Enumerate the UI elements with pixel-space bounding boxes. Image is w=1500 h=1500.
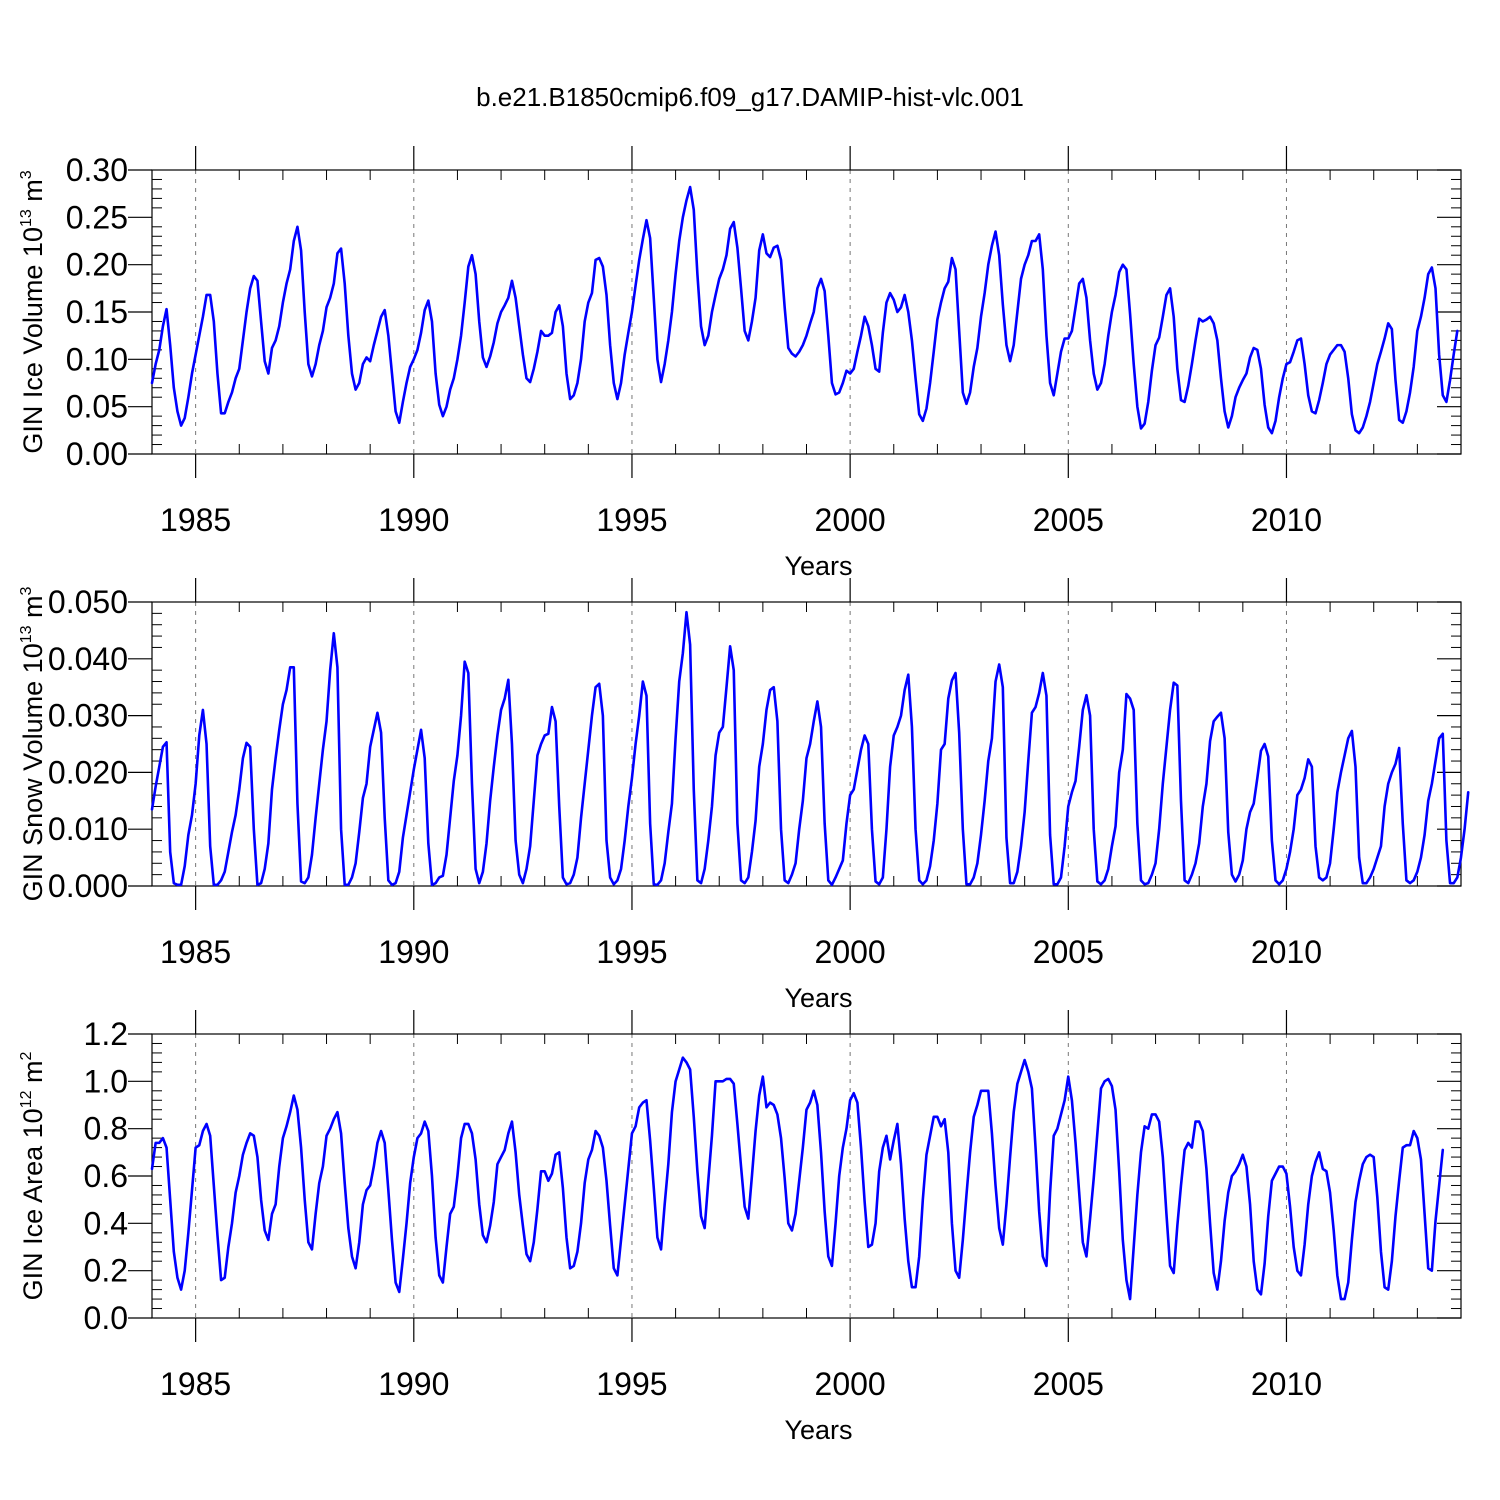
y-tick-label: 0.2 (84, 1253, 128, 1289)
y-axis-label-exponent: 13 (18, 625, 35, 643)
y-tick-label: 0.030 (48, 698, 128, 734)
panel-ice-volume: 0.00 0.05 0.10 0.15 0.20 0.25 0.30 1985 1990 1995… (18, 146, 1462, 581)
x-tick-label: 2005 (1033, 1366, 1104, 1402)
y-axis-label-unit-exponent: 3 (18, 586, 35, 595)
y-axis-label: GIN Ice Area 1012 m2 (18, 1052, 48, 1301)
y-axis-label-exponent: 12 (18, 1090, 35, 1108)
x-tick-label: 2000 (815, 1366, 886, 1402)
y-tick-label: 0.15 (66, 294, 128, 330)
x-tick-label: 1990 (378, 1366, 449, 1402)
x-tick-label: 1985 (160, 934, 231, 970)
x-tick-label: 2000 (815, 502, 886, 538)
y-tick-label: 0.010 (48, 811, 128, 847)
y-axis-label: GIN Snow Volume 1013 m3 (18, 586, 48, 901)
x-tick-label: 2010 (1251, 502, 1322, 538)
y-tick-label: 1.2 (84, 1016, 128, 1052)
series-line-snow-volume (150, 610, 1470, 887)
y-tick-label: 0.040 (48, 641, 128, 677)
panel-snow-volume: 0.000 0.010 0.020 0.030 0.040 0.050 1985 1990 19… (18, 578, 1470, 1013)
y-tick-label: 1.0 (84, 1063, 128, 1099)
x-axis-label: Years (784, 1415, 852, 1445)
series-line-ice-area (150, 1056, 1445, 1301)
y-axis-label-exponent: 13 (18, 209, 35, 227)
panels: 0.00 0.05 0.10 0.15 0.20 0.25 0.30 1985 1990 1995… (18, 146, 1470, 1445)
y-axis-label-unit: m (18, 595, 48, 625)
x-tick-label: 2010 (1251, 1366, 1322, 1402)
y-tick-label: 0.10 (66, 341, 128, 377)
y-tick-label: 0.6 (84, 1158, 128, 1194)
x-tick-label: 2000 (815, 934, 886, 970)
y-axis-label-unit-exponent: 2 (18, 1052, 35, 1061)
y-tick-label: 0.30 (66, 152, 128, 188)
y-tick-label: 0.020 (48, 754, 128, 790)
x-tick-label: 1995 (596, 502, 667, 538)
y-tick-label: 0.050 (48, 584, 128, 620)
x-tick-label: 1985 (160, 1366, 231, 1402)
series-line-ice-volume (150, 185, 1459, 435)
y-axis-label-unit-exponent: 3 (18, 170, 35, 179)
y-axis-label-text: GIN Ice Volume 10 (18, 227, 48, 454)
panel-ice-area: 0.0 0.2 0.4 0.6 0.8 1.0 1.2 1985 1990 1995 2000 200… (18, 1010, 1462, 1445)
y-tick-label: 0.20 (66, 247, 128, 283)
y-tick-label: 0.4 (84, 1205, 128, 1241)
y-axis-label-unit: m (18, 1061, 48, 1091)
y-tick-label: 0.8 (84, 1111, 128, 1147)
y-tick-label: 0.0 (84, 1300, 128, 1336)
y-tick-label: 0.05 (66, 389, 128, 425)
y-axis-label-unit: m (18, 179, 48, 209)
x-tick-label: 1985 (160, 502, 231, 538)
y-tick-label: 0.00 (66, 436, 128, 472)
x-axis-label: Years (784, 983, 852, 1013)
y-axis-label-text: GIN Ice Area 10 (18, 1108, 48, 1300)
y-axis-label: GIN Ice Volume 1013 m3 (18, 170, 48, 453)
y-tick-label: 0.000 (48, 868, 128, 904)
x-tick-label: 2005 (1033, 502, 1104, 538)
x-tick-label: 1990 (378, 934, 449, 970)
x-tick-label: 1995 (596, 1366, 667, 1402)
x-tick-label: 1995 (596, 934, 667, 970)
y-axis-label-text: GIN Snow Volume 10 (18, 643, 48, 901)
x-tick-label: 2005 (1033, 934, 1104, 970)
x-tick-label: 1990 (378, 502, 449, 538)
figure-title: b.e21.B1850cmip6.f09_g17.DAMIP-hist-vlc.… (476, 82, 1024, 112)
x-axis-label: Years (784, 551, 852, 581)
y-tick-label: 0.25 (66, 199, 128, 235)
x-tick-label: 2010 (1251, 934, 1322, 970)
